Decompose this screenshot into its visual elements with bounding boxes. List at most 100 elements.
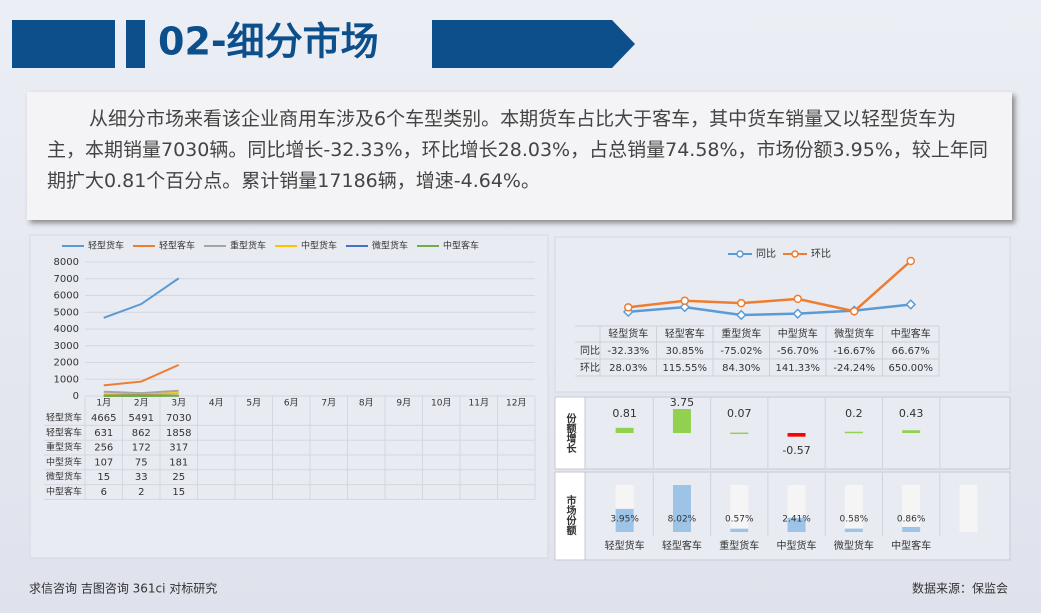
panel-label: 市场份额 [564, 494, 576, 536]
legend-label: 中型客车 [443, 240, 479, 252]
point-marker [737, 298, 746, 308]
x-tick-label: 微型货车 [834, 327, 874, 340]
bar-track [959, 485, 978, 532]
x-tick-label: 9月 [396, 398, 411, 409]
table-cell: 631 [94, 428, 113, 439]
table-cell: 75 [135, 457, 148, 468]
series-line [103, 389, 179, 395]
table-cell: 2 [138, 487, 144, 498]
point-marker [850, 306, 859, 316]
table-cell: -75.02% [720, 346, 762, 357]
bar-track [902, 485, 921, 532]
legend-label: 同比 [756, 248, 776, 260]
point-marker [680, 296, 689, 306]
bar [787, 517, 806, 532]
row-label: 轻型客车 [46, 426, 82, 438]
value-label: 3.75 [670, 396, 695, 409]
value-label: 3.95% [610, 515, 639, 525]
panel-label: 份额增长 [564, 412, 576, 454]
x-tick-label: 4月 [209, 398, 224, 409]
table-cell: 317 [169, 443, 188, 454]
point-marker [793, 294, 802, 304]
legend-marker [791, 250, 799, 258]
value-label: 0.07 [727, 407, 752, 420]
x-tick-label: 轻型货车 [605, 539, 645, 552]
table-cell: -16.67% [833, 346, 875, 357]
bar [844, 431, 863, 434]
table-cell: 862 [132, 428, 151, 439]
x-tick-label: 中型货车 [778, 327, 818, 340]
table-cell: 84.30% [722, 363, 760, 374]
series-line [103, 363, 180, 387]
table-cell: 172 [132, 443, 151, 454]
page-title: 02-细分市场 [158, 20, 379, 64]
value-label: 0.43 [899, 407, 924, 420]
y-tick-label: 0 [73, 391, 79, 402]
point-marker [624, 303, 633, 312]
table-cell: 15 [172, 487, 185, 498]
point-marker [679, 301, 691, 313]
bar [730, 528, 749, 532]
bar [672, 485, 691, 532]
bar-track [730, 485, 749, 532]
label-cell [554, 396, 586, 470]
row-label: 中型货车 [46, 456, 82, 468]
legend-label: 轻型客车 [159, 240, 195, 252]
series-line [628, 303, 911, 317]
table-cell: 30.85% [666, 346, 704, 357]
bar [672, 409, 691, 433]
x-tick-label: 2月 [134, 398, 149, 409]
y-tick-label: 6000 [54, 291, 79, 302]
x-tick-label: 6月 [284, 398, 299, 409]
row-label: 轻型货车 [46, 412, 82, 424]
value-label: 0.57% [725, 515, 754, 525]
table-cell: -32.33% [607, 346, 649, 357]
table-cell: -56.70% [777, 346, 819, 357]
row-label: 同比 [580, 345, 600, 357]
table-cell: 115.55% [663, 363, 708, 374]
x-tick-label: 1月 [96, 398, 111, 409]
bar [902, 526, 921, 532]
x-tick-label: 轻型货车 [608, 327, 648, 340]
table-cell: 141.33% [776, 363, 821, 374]
value-label: 0.86% [897, 515, 926, 525]
y-tick-label: 5000 [54, 307, 79, 318]
x-tick-label: 中型货车 [777, 539, 817, 552]
row-label: 重型货车 [46, 441, 82, 453]
table-cell: 4665 [91, 413, 116, 424]
bar [615, 427, 634, 433]
table-cell: -24.24% [833, 363, 875, 374]
legend-label: 环比 [811, 248, 831, 260]
table-cell: 28.03% [609, 363, 647, 374]
footer-left: 求信咨询 吉图咨询 361ci 对标研究 [29, 581, 217, 596]
summary-paragraph: 从细分市场来看该企业商用车涉及6个车型类别。本期货车占比大于客车，其中货车销量又… [27, 92, 1012, 220]
row-label: 中型客车 [46, 486, 82, 498]
value-label: 0.81 [612, 407, 637, 420]
header-bar [12, 20, 115, 68]
y-tick-label: 1000 [54, 374, 79, 385]
x-tick-label: 重型货车 [721, 327, 761, 340]
bar [730, 432, 749, 435]
y-tick-label: 2000 [54, 358, 79, 369]
x-tick-label: 轻型客车 [665, 327, 705, 340]
bar [844, 528, 863, 532]
value-label: 0.58% [840, 515, 869, 525]
x-tick-label: 5月 [246, 398, 261, 409]
footer-right: 数据来源：保监会 [912, 581, 1008, 596]
x-tick-label: 重型货车 [719, 539, 759, 552]
table-cell: 181 [169, 457, 188, 468]
x-tick-label: 8月 [359, 398, 374, 409]
row-label: 微型货车 [46, 471, 82, 483]
table-cell: 256 [94, 443, 113, 454]
y-tick-label: 3000 [54, 341, 79, 352]
table-cell: 107 [94, 457, 113, 468]
panel [554, 396, 1011, 470]
x-tick-label: 3月 [171, 398, 186, 409]
table-cell: 25 [172, 472, 185, 483]
legend-label: 重型货车 [230, 240, 266, 252]
point-marker [792, 308, 804, 319]
series-line [103, 277, 180, 319]
legend-marker [736, 250, 744, 258]
value-label: 0.2 [845, 407, 863, 420]
